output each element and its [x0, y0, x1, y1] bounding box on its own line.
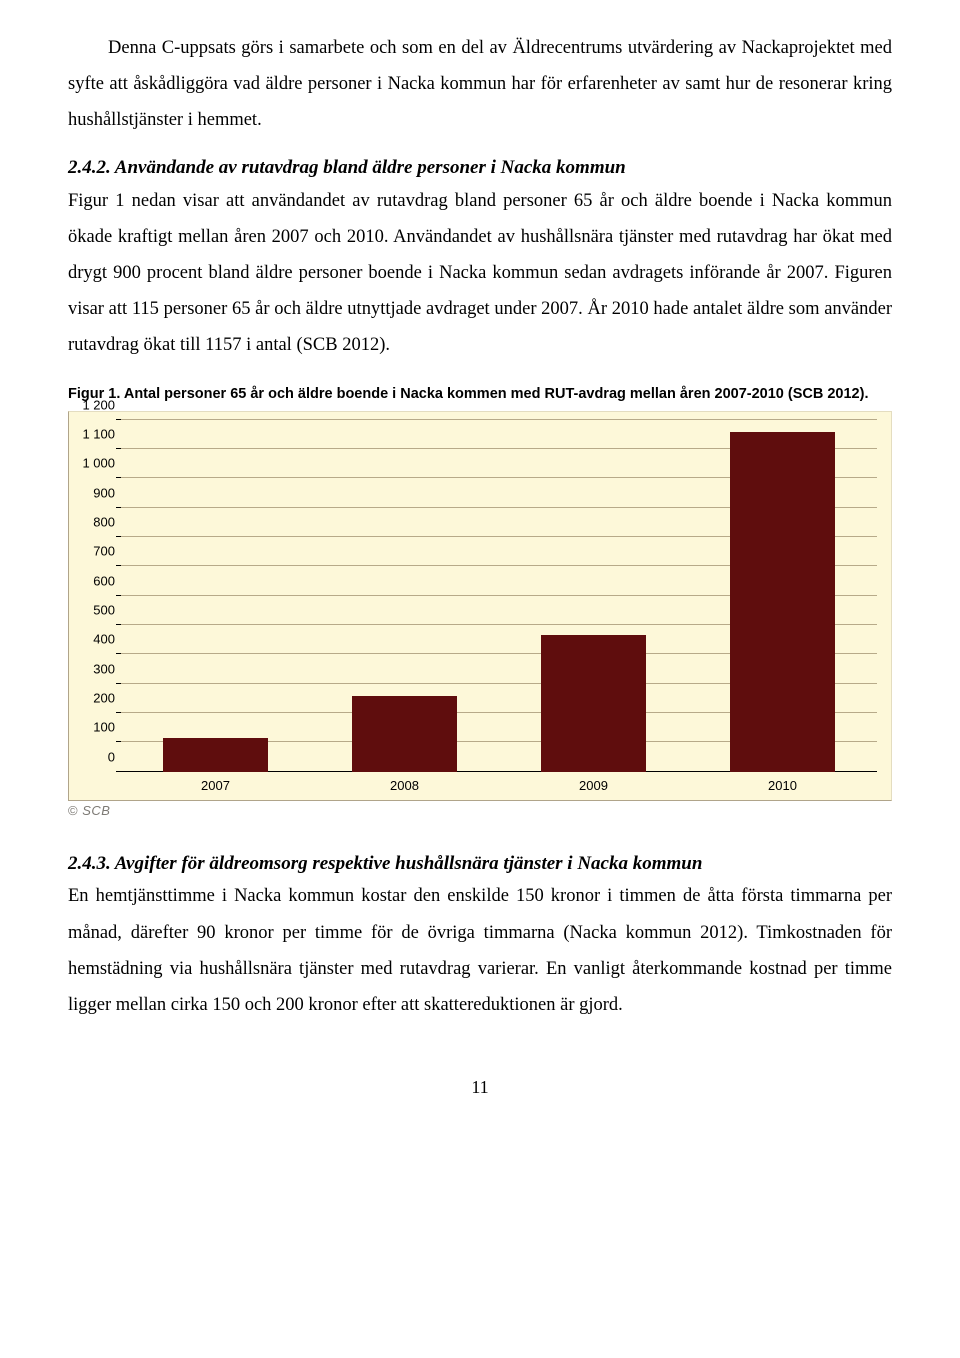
chart-gridline: [121, 419, 877, 420]
section-number: 2.4.3.: [68, 853, 115, 874]
chart-bar: [541, 635, 647, 771]
section-heading-242: 2.4.2. Användande av rutavdrag bland äld…: [68, 156, 892, 181]
document-page: Denna C-uppsats görs i samarbete och som…: [0, 0, 960, 1128]
section-242-body: Figur 1 nedan visar att användandet av r…: [68, 183, 892, 363]
y-tick-mark: [116, 624, 121, 625]
y-axis-tick-label: 100: [93, 720, 121, 735]
y-tick-mark: [116, 507, 121, 508]
y-tick-mark: [116, 595, 121, 596]
page-number: 11: [68, 1077, 892, 1098]
y-axis-tick-label: 700: [93, 544, 121, 559]
section-243-body: En hemtjänsttimme i Nacka kommun kostar …: [68, 878, 892, 1022]
y-tick-mark: [116, 741, 121, 742]
x-axis-tick-label: 2009: [579, 772, 608, 793]
x-axis-tick-label: 2008: [390, 772, 419, 793]
y-axis-tick-label: 1 000: [82, 456, 121, 471]
y-axis-tick-label: 600: [93, 573, 121, 588]
y-tick-mark: [116, 536, 121, 537]
intro-paragraph: Denna C-uppsats görs i samarbete och som…: [68, 30, 892, 138]
section-title: Användande av rutavdrag bland äldre pers…: [115, 157, 626, 178]
y-axis-tick-label: 1 200: [82, 397, 121, 412]
chart-source: © SCB: [68, 803, 892, 818]
chart-source-text: SCB: [78, 803, 110, 818]
y-axis-tick-label: 1 100: [82, 427, 121, 442]
y-tick-mark: [116, 683, 121, 684]
y-tick-mark: [116, 448, 121, 449]
y-tick-mark: [116, 565, 121, 566]
y-axis-tick-label: 300: [93, 661, 121, 676]
y-tick-mark: [116, 419, 121, 420]
y-axis-tick-label: 200: [93, 691, 121, 706]
y-axis-tick-label: 800: [93, 515, 121, 530]
y-tick-mark: [116, 712, 121, 713]
y-axis-tick-label: 500: [93, 603, 121, 618]
figure-caption: Figur 1. Antal personer 65 år och äldre …: [68, 385, 892, 405]
section-number: 2.4.2.: [68, 157, 115, 178]
x-axis-tick-label: 2007: [201, 772, 230, 793]
section-heading-243: 2.4.3. Avgifter för äldreomsorg respekti…: [68, 852, 892, 877]
section-title: Avgifter för äldreomsorg respektive hush…: [115, 853, 703, 874]
bar-chart: 01002003004005006007008009001 0001 1001 …: [68, 411, 892, 801]
chart-bar: [352, 696, 458, 772]
y-tick-mark: [116, 477, 121, 478]
copyright-symbol: ©: [68, 803, 78, 818]
chart-bar: [730, 432, 836, 771]
chart-plot-area: 01002003004005006007008009001 0001 1001 …: [121, 420, 877, 772]
y-axis-tick-label: 0: [108, 749, 121, 764]
y-axis-tick-label: 400: [93, 632, 121, 647]
y-axis-tick-label: 900: [93, 485, 121, 500]
x-axis-tick-label: 2010: [768, 772, 797, 793]
chart-bar: [163, 738, 269, 772]
y-tick-mark: [116, 653, 121, 654]
figure-1: 01002003004005006007008009001 0001 1001 …: [68, 411, 892, 818]
